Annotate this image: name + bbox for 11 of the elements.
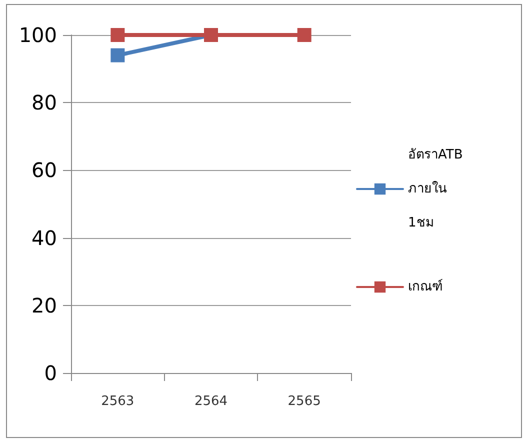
x-tick-label: 2563 <box>101 394 134 409</box>
y-tick-label: 40 <box>32 226 57 250</box>
y-tick-label: 100 <box>18 23 57 47</box>
y-tick-label: 60 <box>32 158 57 182</box>
y-tick-label: 20 <box>32 293 57 318</box>
x-tick-label: 2564 <box>194 394 228 409</box>
y-tick-label: 80 <box>32 90 57 115</box>
text: อัตราATB ภายใน 1ชม <box>408 148 463 230</box>
y-tick-label: 0 <box>44 361 57 385</box>
x-tick-label: 2565 <box>288 394 321 409</box>
legend-label: เกณฑ์ <box>408 278 443 294</box>
